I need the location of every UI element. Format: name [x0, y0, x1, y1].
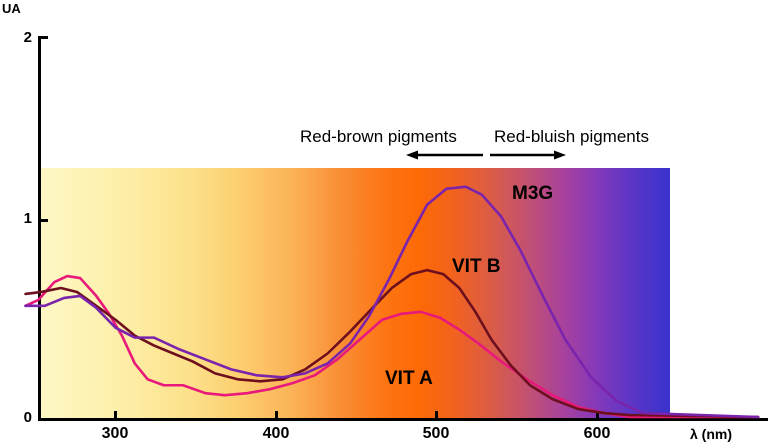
annotation-red-bluish-label: Red-bluish pigments: [494, 127, 649, 146]
x-axis-line: [38, 418, 768, 421]
y-axis-top-cap: [38, 36, 48, 39]
x-axis-title: λ (nm): [690, 426, 732, 442]
x-tick-600: [596, 411, 599, 419]
arrow-left-head-icon: [406, 150, 418, 160]
x-tick-500: [435, 411, 438, 419]
curves-group: [24, 185, 760, 419]
x-tick-400: [275, 411, 278, 419]
x-tick-label-600: 600: [583, 425, 611, 442]
y-axis-line: [38, 36, 41, 420]
series-line-vit-a: [24, 274, 760, 419]
series-label-vit-a: VIT A: [385, 368, 433, 389]
y-axis-title: UA: [2, 1, 21, 16]
y-tick-label-1: 1: [23, 210, 32, 227]
y-tick-label-2: 2: [23, 29, 32, 46]
series-label-vit-b: VIT B: [452, 256, 501, 277]
y-tick-1: [41, 219, 48, 222]
arrow-right-head-icon: [554, 150, 566, 160]
annotation-red-brown-label: Red-brown pigments: [300, 127, 457, 146]
series-line-m3g: [24, 185, 760, 419]
series-label-m3g: M3G: [512, 183, 554, 204]
x-tick-label-400: 400: [262, 425, 290, 442]
x-tick-label-300: 300: [101, 425, 129, 442]
series-line-vit-b: [24, 268, 760, 419]
annotation-arrows: [406, 150, 566, 160]
x-tick-label-500: 500: [422, 425, 450, 442]
y-tick-label-0: 0: [23, 409, 32, 426]
x-tick-300: [114, 411, 117, 419]
